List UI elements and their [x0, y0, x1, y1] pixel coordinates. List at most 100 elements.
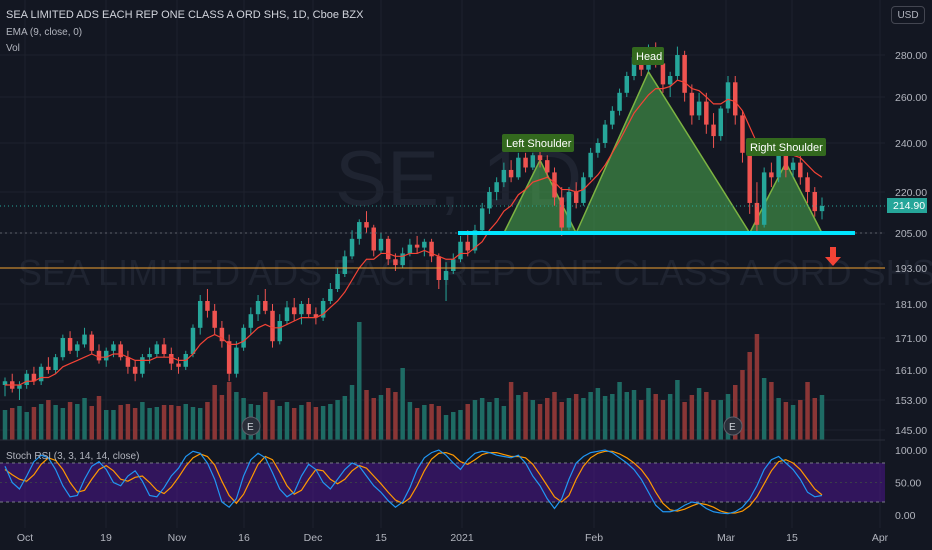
volume-bar — [125, 404, 131, 440]
candle-body — [205, 301, 210, 311]
volume-bar — [270, 400, 275, 440]
volume-bar — [761, 378, 767, 440]
volume-bar — [335, 400, 340, 440]
volume-bar — [689, 395, 695, 440]
candle-body — [176, 363, 181, 367]
ema-legend[interactable]: EMA (9, close, 0) — [6, 27, 82, 38]
volume-bar — [675, 380, 680, 440]
candle-body — [711, 124, 716, 137]
candle-body — [443, 271, 449, 280]
volume-bar — [67, 402, 73, 440]
volume-bar — [82, 398, 87, 440]
volume-bar — [313, 407, 319, 440]
candle-body — [169, 354, 174, 364]
volume-bar — [523, 392, 528, 440]
volume-bar — [516, 395, 521, 440]
candle-body — [371, 227, 376, 251]
volume-bar — [176, 406, 181, 440]
volume-bar — [696, 388, 702, 440]
right-shoulder-tag[interactable]: Right Shoulder — [746, 138, 826, 156]
volume-bar — [458, 410, 463, 440]
stoch-d-line — [4, 450, 823, 514]
volume-bar — [161, 405, 167, 440]
volume-bar — [306, 402, 311, 440]
candle-body — [552, 172, 557, 198]
candle-body — [270, 310, 275, 342]
candle-body — [96, 350, 102, 361]
volume-bar — [624, 392, 630, 440]
volume-bar — [436, 406, 442, 440]
candle-body — [132, 366, 138, 374]
volume-bar — [118, 405, 123, 440]
candle-body — [241, 327, 246, 348]
volume-bar — [718, 400, 724, 440]
candle-body — [320, 301, 326, 318]
volume-bar — [263, 392, 268, 440]
volume-bar — [219, 395, 225, 440]
stoch-axis: 100.00 50.00 0.00 — [895, 445, 927, 522]
volume-bar — [747, 352, 752, 440]
candle-body — [53, 357, 58, 370]
volume-bar — [487, 402, 492, 440]
earnings-marker-1[interactable]: E — [241, 416, 261, 436]
volume-bar — [154, 407, 160, 440]
earnings-marker-2[interactable]: E — [723, 416, 743, 436]
volume-bar — [378, 395, 384, 440]
stoch-tick-label: 50.00 — [895, 478, 921, 490]
candle-body — [313, 314, 319, 318]
earnings-marker-circle — [723, 416, 743, 436]
stoch-legend[interactable]: Stoch RSI (3, 3, 14, 14, close) — [6, 451, 139, 462]
candle-body — [147, 354, 152, 358]
volume-bar — [573, 394, 579, 440]
candle-body — [190, 327, 196, 354]
volume-bar — [226, 382, 232, 440]
currency-selector[interactable]: USD — [891, 6, 925, 24]
stoch-rsi-pane[interactable] — [0, 449, 885, 515]
stoch-tick-label: 0.00 — [895, 510, 916, 522]
volume-bar — [140, 402, 145, 440]
candle-body — [125, 357, 131, 367]
volume-bar — [277, 406, 282, 440]
watermark-name: SEA LIMITED ADS EACH REP ONE CLASS A ORD… — [18, 252, 932, 293]
candle-body — [75, 344, 80, 351]
volume-bar — [812, 398, 818, 440]
volume-bar — [545, 398, 550, 440]
price-axis[interactable]: 280.00 260.00 240.00 220.00 205.00 193.00 181.… — [895, 50, 927, 437]
ema-line — [5, 79, 823, 386]
price-tick-label: 161.00 — [895, 365, 927, 377]
candle-body — [617, 92, 622, 111]
candle-body — [103, 350, 109, 361]
volume-bar — [631, 390, 637, 440]
candle-body — [414, 244, 420, 248]
volume-bar — [60, 408, 66, 440]
candle-body — [472, 230, 478, 251]
volume-bar — [147, 408, 152, 440]
candle-body — [508, 169, 514, 178]
candle-body — [624, 76, 630, 93]
candle-body — [277, 321, 282, 342]
volume-bar — [75, 404, 80, 440]
time-axis[interactable]: Oct 19 Nov 16 Dec 15 2021 Feb Mar 15 Apr — [17, 532, 889, 544]
head-tag[interactable]: Head — [632, 47, 664, 65]
candle-body — [118, 344, 123, 358]
stoch-tick-label: 100.00 — [895, 445, 927, 457]
volume-bar — [299, 405, 304, 440]
volume-bar — [602, 396, 608, 440]
candle-body — [660, 63, 666, 85]
candle-body — [226, 341, 232, 374]
volume-bar — [790, 405, 796, 440]
candle-body — [17, 385, 22, 389]
volume-bar — [769, 382, 774, 440]
volume-bar — [349, 385, 355, 440]
volume-bar — [704, 392, 709, 440]
volume-bar — [169, 405, 174, 440]
left-shoulder-tag[interactable]: Left Shoulder — [502, 134, 574, 152]
volume-bar — [566, 398, 572, 440]
volume-bar — [31, 407, 37, 440]
vol-legend[interactable]: Vol — [6, 43, 20, 54]
volume-bar — [646, 388, 651, 440]
price-tick-label: 220.00 — [895, 187, 927, 199]
